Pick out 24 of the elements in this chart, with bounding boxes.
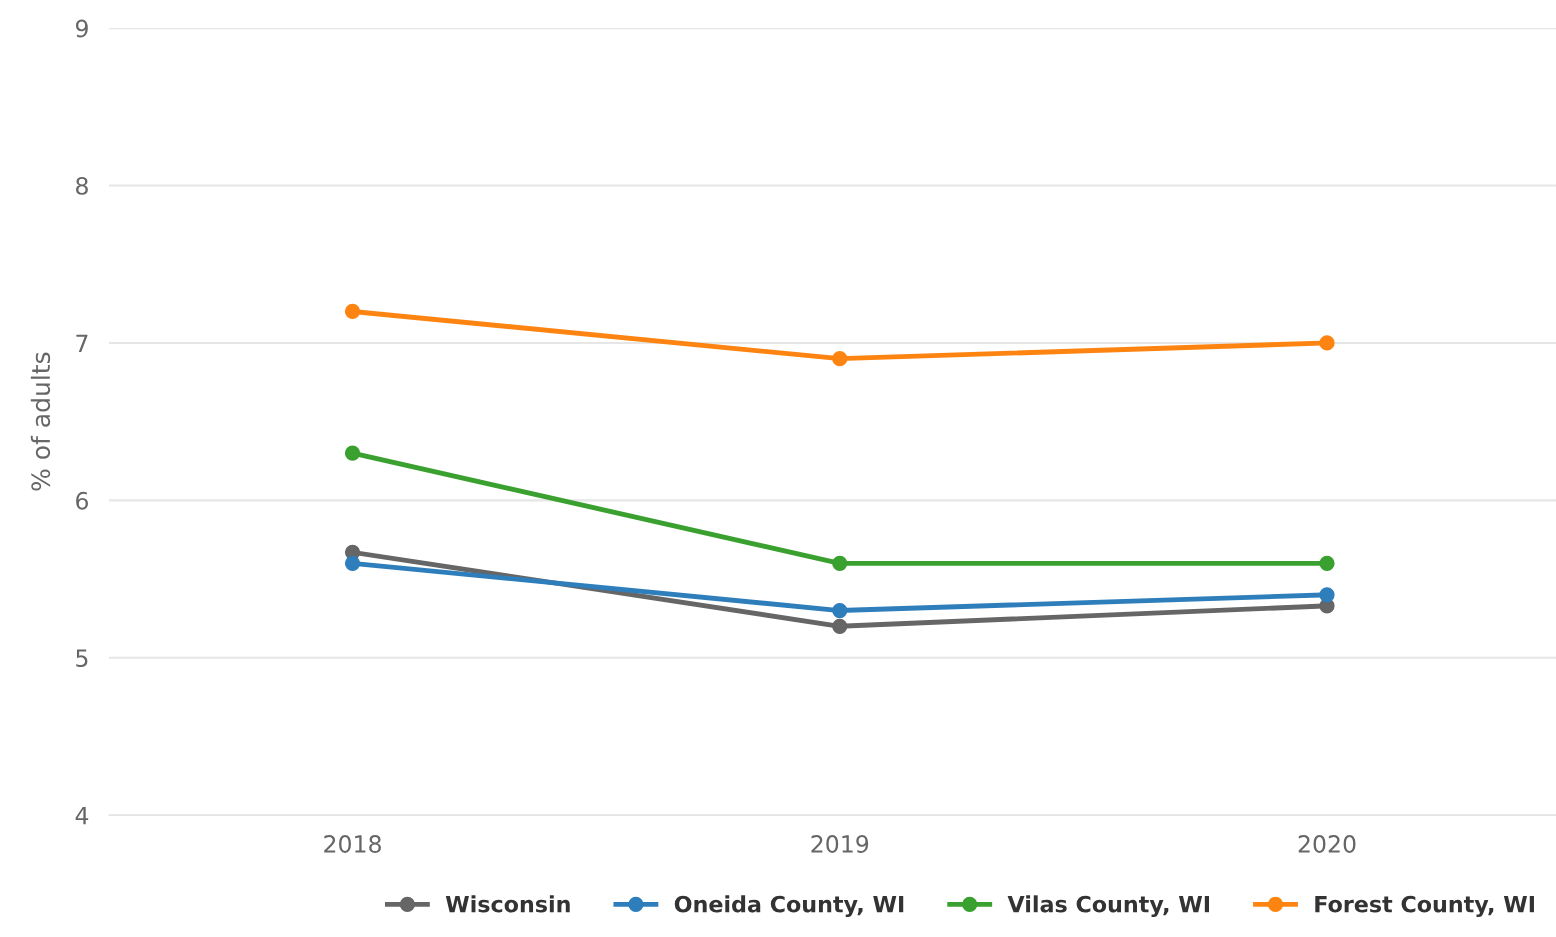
y-tick-label: 4 [75, 806, 89, 825]
y-axis-title: % of adults [30, 352, 51, 491]
point [1319, 555, 1335, 571]
legend-label: Wisconsin [445, 895, 570, 913]
point [832, 602, 848, 619]
point [1319, 587, 1335, 603]
point [1319, 335, 1335, 351]
legend-label: Forest County, WI [1315, 895, 1534, 917]
y-tick-label: 7 [76, 334, 88, 352]
x-tick-label: 2020 [1298, 835, 1356, 853]
legend-label: Oneida County, WI [674, 895, 904, 917]
legend-label: Vilas County, WI [1007, 895, 1209, 917]
point [832, 555, 848, 571]
point [832, 351, 848, 367]
x-tick-label: 2019 [811, 835, 869, 853]
y-tick-label: 8 [76, 176, 88, 195]
point [344, 445, 361, 461]
point [832, 618, 848, 634]
point [344, 303, 361, 320]
y-tick-label: 6 [76, 491, 88, 510]
y-tick-label: 5 [76, 649, 88, 668]
point [344, 555, 361, 571]
y-tick-label: 9 [75, 19, 88, 38]
x-tick-label: 2018 [324, 835, 381, 853]
